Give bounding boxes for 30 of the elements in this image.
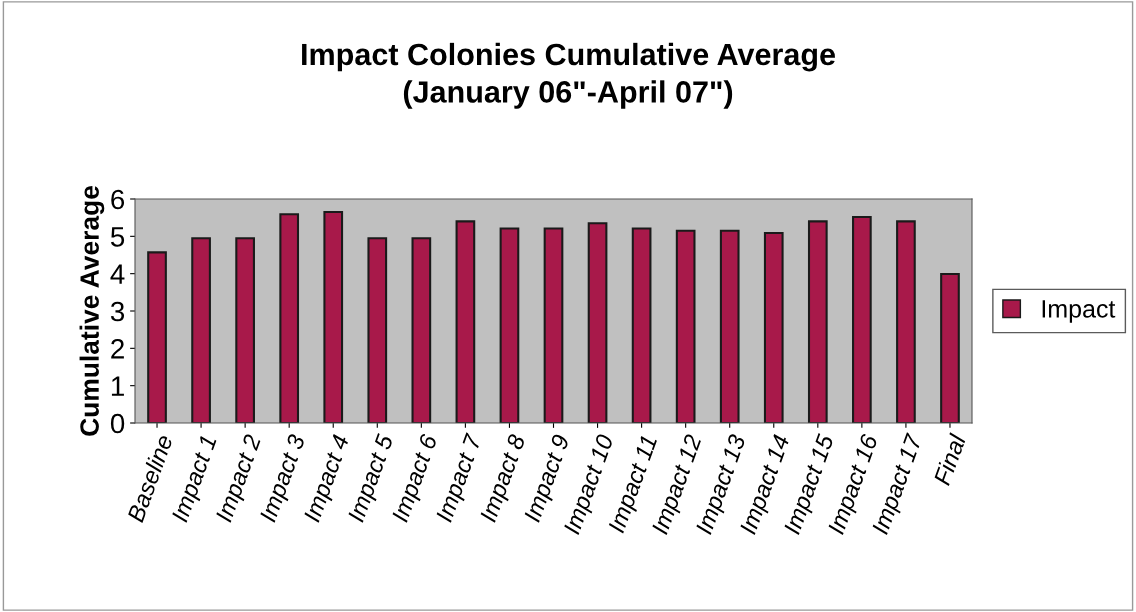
bar	[191, 237, 211, 423]
bar	[147, 251, 167, 423]
bar	[587, 222, 608, 423]
y-axis-title: Cumulative Average	[79, 186, 105, 436]
bar	[807, 220, 828, 423]
chart-title: Impact Colonies Cumulative Average (January 06"-April 07")	[302, 42, 835, 109]
y-tick-label: 2	[111, 339, 124, 359]
bar	[631, 227, 652, 423]
y-tick-label: 6	[111, 189, 125, 210]
bar	[852, 215, 872, 423]
x-tick-label: Final	[932, 432, 967, 487]
y-tick-label: 5	[110, 227, 125, 247]
bar	[367, 237, 388, 423]
bar	[323, 211, 344, 423]
bar	[279, 213, 300, 423]
bar	[411, 237, 432, 423]
bar	[719, 229, 740, 423]
bar	[675, 229, 696, 423]
y-tick-label: 4	[110, 264, 125, 284]
bar	[896, 220, 916, 423]
bar	[235, 237, 255, 423]
y-tick-label: 0	[110, 413, 125, 434]
legend-label: Impact	[1042, 300, 1116, 323]
bar	[940, 273, 960, 423]
y-tick-label: 1	[111, 376, 124, 396]
y-tick-label: 3	[110, 301, 125, 322]
bar	[543, 227, 564, 423]
bar	[763, 231, 784, 423]
bar	[499, 227, 520, 423]
bar	[455, 220, 476, 423]
